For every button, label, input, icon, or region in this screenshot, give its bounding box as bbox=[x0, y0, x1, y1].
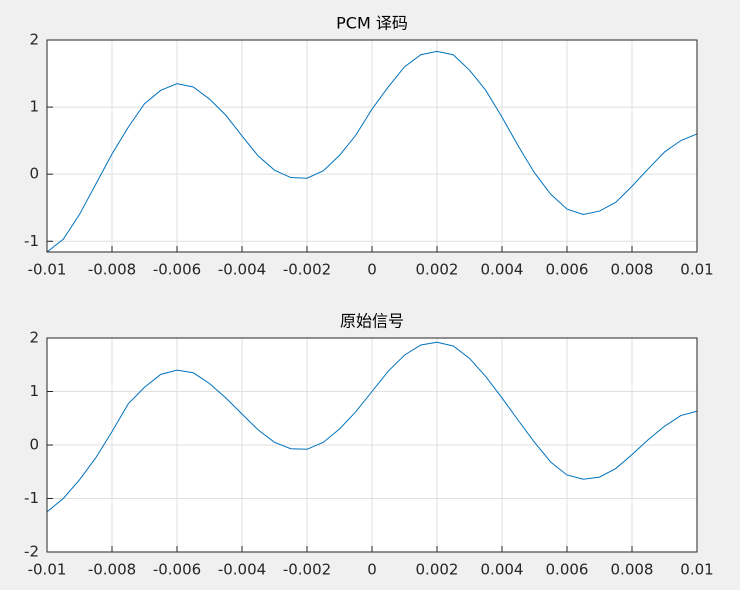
chart-title: 原始信号 bbox=[340, 312, 404, 331]
x-tick-label: -0.008 bbox=[88, 561, 136, 579]
x-tick-label: -0.008 bbox=[88, 261, 136, 279]
x-tick-label: 0.01 bbox=[680, 561, 713, 579]
x-tick-label: -0.002 bbox=[283, 261, 331, 279]
y-tick-label: -2 bbox=[24, 543, 39, 561]
x-tick-label: -0.004 bbox=[218, 261, 266, 279]
x-tick-label: -0.004 bbox=[218, 561, 266, 579]
x-tick-label: 0.006 bbox=[546, 261, 589, 279]
y-tick-label: 1 bbox=[29, 98, 39, 116]
y-tick-label: 1 bbox=[29, 382, 39, 400]
x-tick-label: 0.004 bbox=[481, 261, 524, 279]
x-tick-label: 0.004 bbox=[481, 561, 524, 579]
x-tick-label: -0.01 bbox=[28, 561, 67, 579]
y-tick-label: -1 bbox=[24, 489, 39, 507]
y-tick-label: 2 bbox=[29, 31, 39, 49]
x-tick-label: 0.006 bbox=[546, 561, 589, 579]
data-line bbox=[46, 341, 698, 513]
x-tick-label: 0.008 bbox=[611, 261, 654, 279]
y-tick-label: 2 bbox=[29, 329, 39, 347]
y-tick-label: 0 bbox=[29, 436, 39, 454]
chart-title: PCM 译码 bbox=[336, 14, 408, 33]
y-tick-label: -1 bbox=[24, 232, 39, 250]
axes-box bbox=[46, 39, 698, 253]
axes-box bbox=[46, 337, 698, 553]
data-line bbox=[46, 50, 698, 253]
x-tick-label: 0.002 bbox=[416, 561, 459, 579]
y-tick-label: 0 bbox=[29, 165, 39, 183]
x-tick-label: -0.01 bbox=[28, 261, 67, 279]
x-tick-label: 0 bbox=[367, 261, 377, 279]
x-tick-label: 0.01 bbox=[680, 261, 713, 279]
x-tick-label: -0.006 bbox=[153, 261, 201, 279]
x-tick-label: -0.006 bbox=[153, 561, 201, 579]
x-tick-label: 0.002 bbox=[416, 261, 459, 279]
x-tick-label: 0.008 bbox=[611, 561, 654, 579]
x-tick-label: 0 bbox=[367, 561, 377, 579]
x-tick-label: -0.002 bbox=[283, 561, 331, 579]
